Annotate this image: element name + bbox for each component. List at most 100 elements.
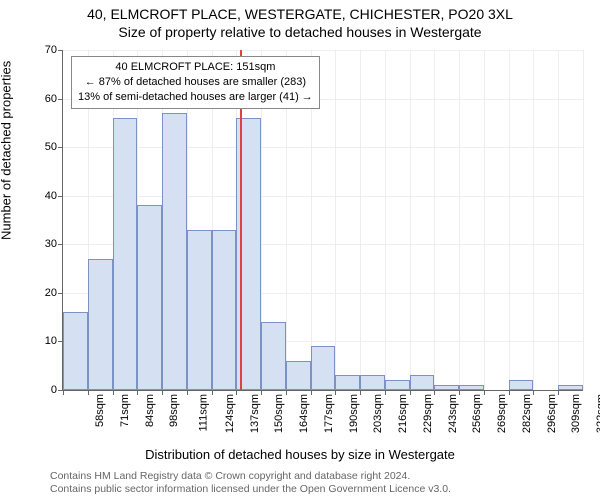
x-tick-label: 256sqm [472, 394, 484, 433]
attribution: Contains HM Land Registry data © Crown c… [50, 470, 590, 496]
x-tick-label: 84sqm [144, 394, 156, 427]
x-tick-label: 98sqm [168, 394, 180, 427]
x-tick-label: 296sqm [546, 394, 558, 433]
property-annotation: 40 ELMCROFT PLACE: 151sqm ← 87% of detac… [71, 56, 320, 109]
x-tick-label: 71sqm [119, 394, 131, 427]
histogram-bar [162, 113, 187, 390]
gridline-v [459, 50, 460, 390]
gridline-v [583, 50, 584, 390]
gridline-v [434, 50, 435, 390]
histogram-bar [286, 361, 311, 390]
x-tick-label: 203sqm [373, 394, 385, 433]
x-tick-mark [187, 390, 188, 395]
gridline-v [558, 50, 559, 390]
y-tick-label: 40 [45, 190, 57, 202]
gridline-v [533, 50, 534, 390]
histogram-bar [385, 380, 410, 390]
histogram-bar [558, 385, 583, 390]
x-tick-label: 137sqm [249, 394, 261, 433]
attribution-line2: Contains public sector information licen… [50, 483, 590, 496]
x-tick-label: 282sqm [521, 394, 533, 433]
y-axis-label: Number of detached properties [0, 61, 14, 240]
gridline-h [63, 50, 583, 51]
histogram-bar [459, 385, 484, 390]
gridline-h [63, 196, 583, 197]
y-tick-mark [58, 293, 63, 294]
histogram-bar [311, 346, 336, 390]
plot-area: 01020304050607058sqm71sqm84sqm98sqm111sq… [62, 50, 583, 391]
chart-title-address: 40, ELMCROFT PLACE, WESTERGATE, CHICHEST… [0, 6, 600, 22]
x-tick-mark [509, 390, 510, 395]
x-tick-mark [459, 390, 460, 395]
x-tick-mark [162, 390, 163, 395]
histogram-bar [360, 375, 385, 390]
x-tick-mark [63, 390, 64, 395]
histogram-bar [509, 380, 534, 390]
x-tick-label: 216sqm [397, 394, 409, 433]
x-tick-label: 322sqm [595, 394, 600, 433]
x-tick-label: 150sqm [273, 394, 285, 433]
x-tick-mark [137, 390, 138, 395]
histogram-bar [88, 259, 113, 390]
histogram-bar [212, 230, 237, 390]
x-tick-label: 229sqm [422, 394, 434, 433]
y-tick-label: 50 [45, 141, 57, 153]
x-tick-mark [410, 390, 411, 395]
histogram-bar [113, 118, 138, 390]
y-tick-mark [58, 147, 63, 148]
x-tick-label: 243sqm [447, 394, 459, 433]
x-tick-mark [360, 390, 361, 395]
x-tick-mark [261, 390, 262, 395]
gridline-v [385, 50, 386, 390]
y-tick-mark [58, 99, 63, 100]
histogram-bar [261, 322, 286, 390]
gridline-v [484, 50, 485, 390]
histogram-bar [335, 375, 360, 390]
annotation-line3: 13% of semi-detached houses are larger (… [78, 90, 313, 105]
x-tick-mark [484, 390, 485, 395]
gridline-v [509, 50, 510, 390]
x-tick-label: 58sqm [94, 394, 106, 427]
x-tick-mark [113, 390, 114, 395]
x-tick-mark [212, 390, 213, 395]
x-tick-label: 190sqm [348, 394, 360, 433]
gridline-v [360, 50, 361, 390]
y-tick-label: 10 [45, 335, 57, 347]
histogram-bar [410, 375, 435, 390]
x-tick-label: 269sqm [496, 394, 508, 433]
x-tick-mark [286, 390, 287, 395]
x-tick-label: 164sqm [298, 394, 310, 433]
x-tick-label: 309sqm [571, 394, 583, 433]
y-tick-label: 70 [45, 44, 57, 56]
x-tick-mark [558, 390, 559, 395]
x-axis-label: Distribution of detached houses by size … [0, 447, 600, 462]
histogram-bar [434, 385, 459, 390]
gridline-h [63, 147, 583, 148]
gridline-v [410, 50, 411, 390]
histogram-bar [187, 230, 212, 390]
histogram-bar [63, 312, 88, 390]
y-tick-label: 0 [51, 384, 57, 396]
gridline-v [335, 50, 336, 390]
chart-subtitle: Size of property relative to detached ho… [0, 24, 600, 40]
x-tick-mark [533, 390, 534, 395]
y-tick-label: 30 [45, 238, 57, 250]
annotation-line1: 40 ELMCROFT PLACE: 151sqm [78, 60, 313, 75]
annotation-line2: ← 87% of detached houses are smaller (28… [78, 75, 313, 90]
histogram-bar [137, 205, 162, 390]
x-tick-label: 177sqm [323, 394, 335, 433]
x-tick-mark [335, 390, 336, 395]
x-tick-label: 124sqm [224, 394, 236, 433]
attribution-line1: Contains HM Land Registry data © Crown c… [50, 470, 590, 483]
y-tick-mark [58, 50, 63, 51]
chart-container: 40, ELMCROFT PLACE, WESTERGATE, CHICHEST… [0, 0, 600, 500]
x-tick-label: 111sqm [198, 394, 210, 432]
x-tick-mark [88, 390, 89, 395]
y-tick-mark [58, 196, 63, 197]
y-tick-label: 20 [45, 287, 57, 299]
x-tick-mark [385, 390, 386, 395]
x-tick-mark [434, 390, 435, 395]
y-tick-mark [58, 244, 63, 245]
y-tick-label: 60 [45, 93, 57, 105]
x-tick-mark [311, 390, 312, 395]
